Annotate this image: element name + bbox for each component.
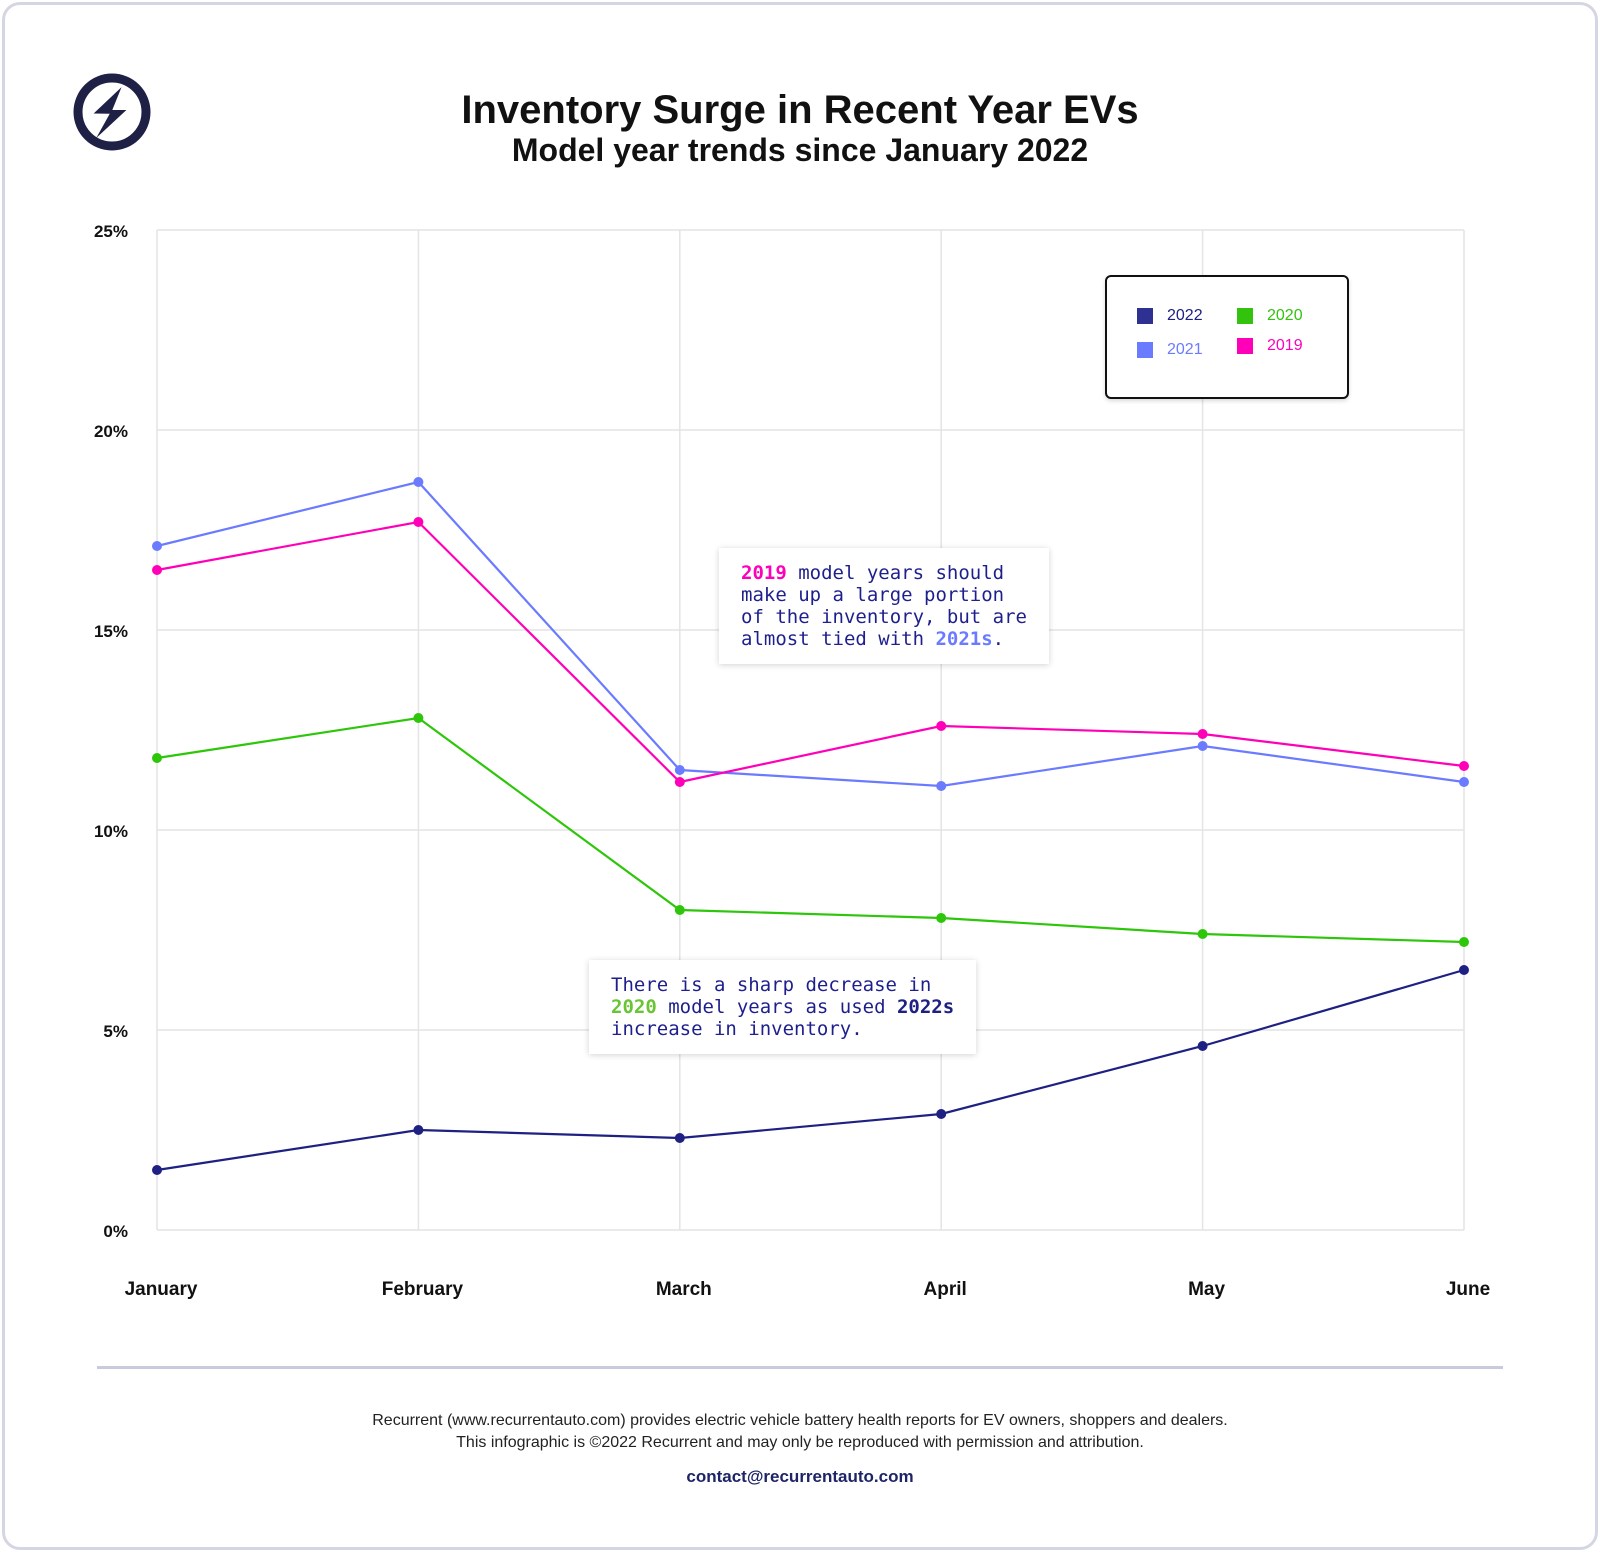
lightning-bolt-circle-icon [73, 73, 151, 151]
legend-swatch [1237, 308, 1253, 324]
legend-item-2020: 2020 [1237, 307, 1303, 325]
annotation-text: model years as used [656, 996, 897, 1018]
y-tick-label: 25% [94, 222, 128, 241]
data-point-2022 [413, 1125, 424, 1135]
chart-subtitle: Model year trends since January 2022 [511, 132, 1089, 168]
y-tick-label: 15% [94, 622, 128, 641]
annotation-text: model years should make up a large porti… [741, 562, 1027, 650]
data-point-2021 [936, 781, 947, 791]
data-point-2022 [152, 1165, 162, 1175]
data-point-2019 [152, 565, 162, 575]
x-tick-label: April [924, 1279, 967, 1300]
x-tick-label: January [125, 1279, 198, 1300]
x-tick-label: June [1446, 1279, 1490, 1300]
y-tick-label: 20% [94, 422, 128, 441]
legend-item-2022: 2022 [1137, 307, 1203, 325]
data-point-2019 [936, 721, 947, 731]
data-point-2021 [413, 477, 424, 487]
data-point-2019 [1197, 729, 1208, 739]
annotation-text: There is a sharp decrease in [611, 974, 932, 996]
data-point-2022 [936, 1109, 947, 1119]
highlight-2022: 2022s [896, 996, 955, 1018]
x-tick-label: March [656, 1279, 712, 1300]
footer-copyright: This infographic is ©2022 Recurrent and … [456, 1434, 1144, 1451]
data-point-2019 [674, 777, 685, 787]
footer-divider [97, 1366, 1503, 1369]
legend-label: 2019 [1267, 337, 1303, 354]
series-line-2020 [156, 716, 1465, 944]
data-point-2022 [674, 1133, 685, 1143]
legend-swatch [1137, 342, 1153, 358]
data-point-2020 [1459, 937, 1469, 947]
footer-email-link[interactable]: contact@recurrentauto.com [686, 1467, 914, 1486]
y-tick-label: 0% [103, 1222, 128, 1241]
legend-item-2021: 2021 [1137, 341, 1203, 359]
legend-label: 2020 [1267, 307, 1303, 324]
highlight-2021: 2021s [935, 628, 993, 650]
x-tick-label: February [382, 1279, 464, 1300]
data-point-2021 [1459, 777, 1469, 787]
legend-label: 2022 [1167, 307, 1203, 324]
data-point-2020 [936, 913, 947, 923]
series-line-2022 [156, 968, 1465, 1172]
chart-title: Inventory Surge in Recent Year EVs [461, 88, 1139, 132]
data-point-2020 [1197, 929, 1208, 939]
data-point-2019 [413, 517, 424, 527]
annotation-text: increase in inventory. [611, 1018, 863, 1040]
series-line-2021 [156, 480, 1465, 788]
y-tick-label: 10% [94, 822, 128, 841]
line-chart: 0% 5% 10% 15% 20% 25% January February March Apri… [94, 222, 1490, 1300]
y-tick-label: 5% [103, 1022, 128, 1041]
data-point-2020 [413, 713, 424, 723]
highlight-2019: 2019 [741, 562, 787, 584]
data-point-2020 [674, 905, 685, 915]
legend-item-2019: 2019 [1237, 337, 1303, 355]
chart-legend: 2022 2020 2021 2019 [1105, 275, 1349, 399]
annotation-2020-vs-2022: There is a sharp decrease in 2020 model … [589, 960, 977, 1054]
footer-description: Recurrent (www.recurrentauto.com) provid… [372, 1412, 1228, 1429]
data-point-2021 [1197, 741, 1208, 751]
x-tick-label: May [1188, 1279, 1225, 1300]
annotation-text: . [992, 628, 1005, 650]
data-point-2021 [152, 541, 162, 551]
highlight-2020: 2020 [611, 996, 657, 1018]
data-point-2022 [1197, 1041, 1208, 1051]
data-point-2020 [152, 753, 162, 763]
legend-swatch [1237, 338, 1253, 354]
legend-swatch [1137, 308, 1153, 324]
data-point-2022 [1459, 965, 1469, 975]
data-point-2019 [1459, 761, 1469, 771]
legend-label: 2021 [1167, 341, 1203, 358]
series-line-2019 [156, 520, 1465, 784]
annotation-2019-vs-2021: 2019 model years should make up a large … [719, 548, 1049, 664]
data-point-2021 [674, 765, 685, 775]
